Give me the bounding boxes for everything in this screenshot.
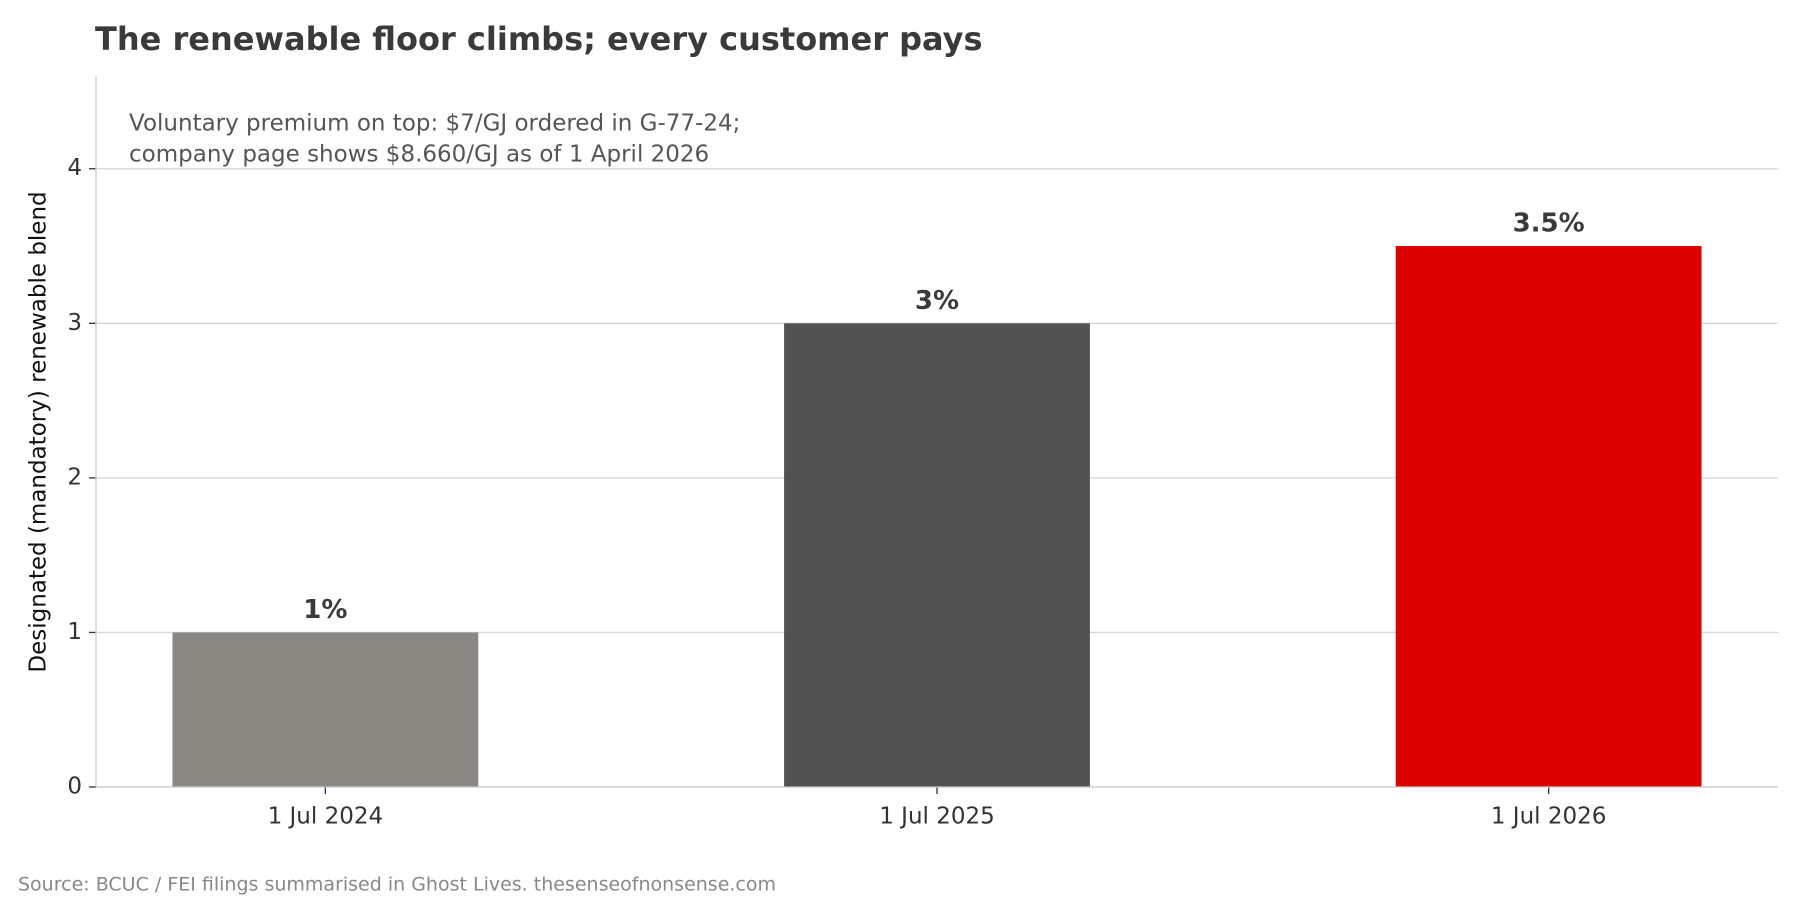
chart-title: The renewable floor climbs; every custom…: [95, 20, 983, 58]
x-tick-label: 1 Jul 2026: [1491, 804, 1607, 830]
bar: [784, 323, 1090, 787]
y-tick-label: 2: [67, 464, 82, 490]
y-axis-label: Designated (mandatory) renewable blend: [26, 191, 52, 672]
value-label: 3%: [915, 286, 959, 316]
bar: [1395, 246, 1702, 788]
y-tick-label: 3: [67, 310, 82, 336]
value-label: 3.5%: [1513, 209, 1585, 239]
annotation: Voluntary premium on top: $7/GJ ordered …: [129, 111, 740, 137]
x-tick-label: 1 Jul 2024: [268, 804, 384, 830]
y-tick-label: 4: [67, 155, 82, 181]
annotation: company page shows $8.660/GJ as of 1 Apr…: [129, 142, 709, 168]
x-tick-label: 1 Jul 2025: [879, 804, 995, 830]
source: Source: BCUC / FEI filings summarised in…: [18, 874, 776, 896]
y-tick-label: 0: [67, 774, 82, 800]
bar: [172, 632, 479, 787]
y-tick-label: 1: [67, 619, 82, 645]
value-label: 1%: [303, 595, 347, 625]
